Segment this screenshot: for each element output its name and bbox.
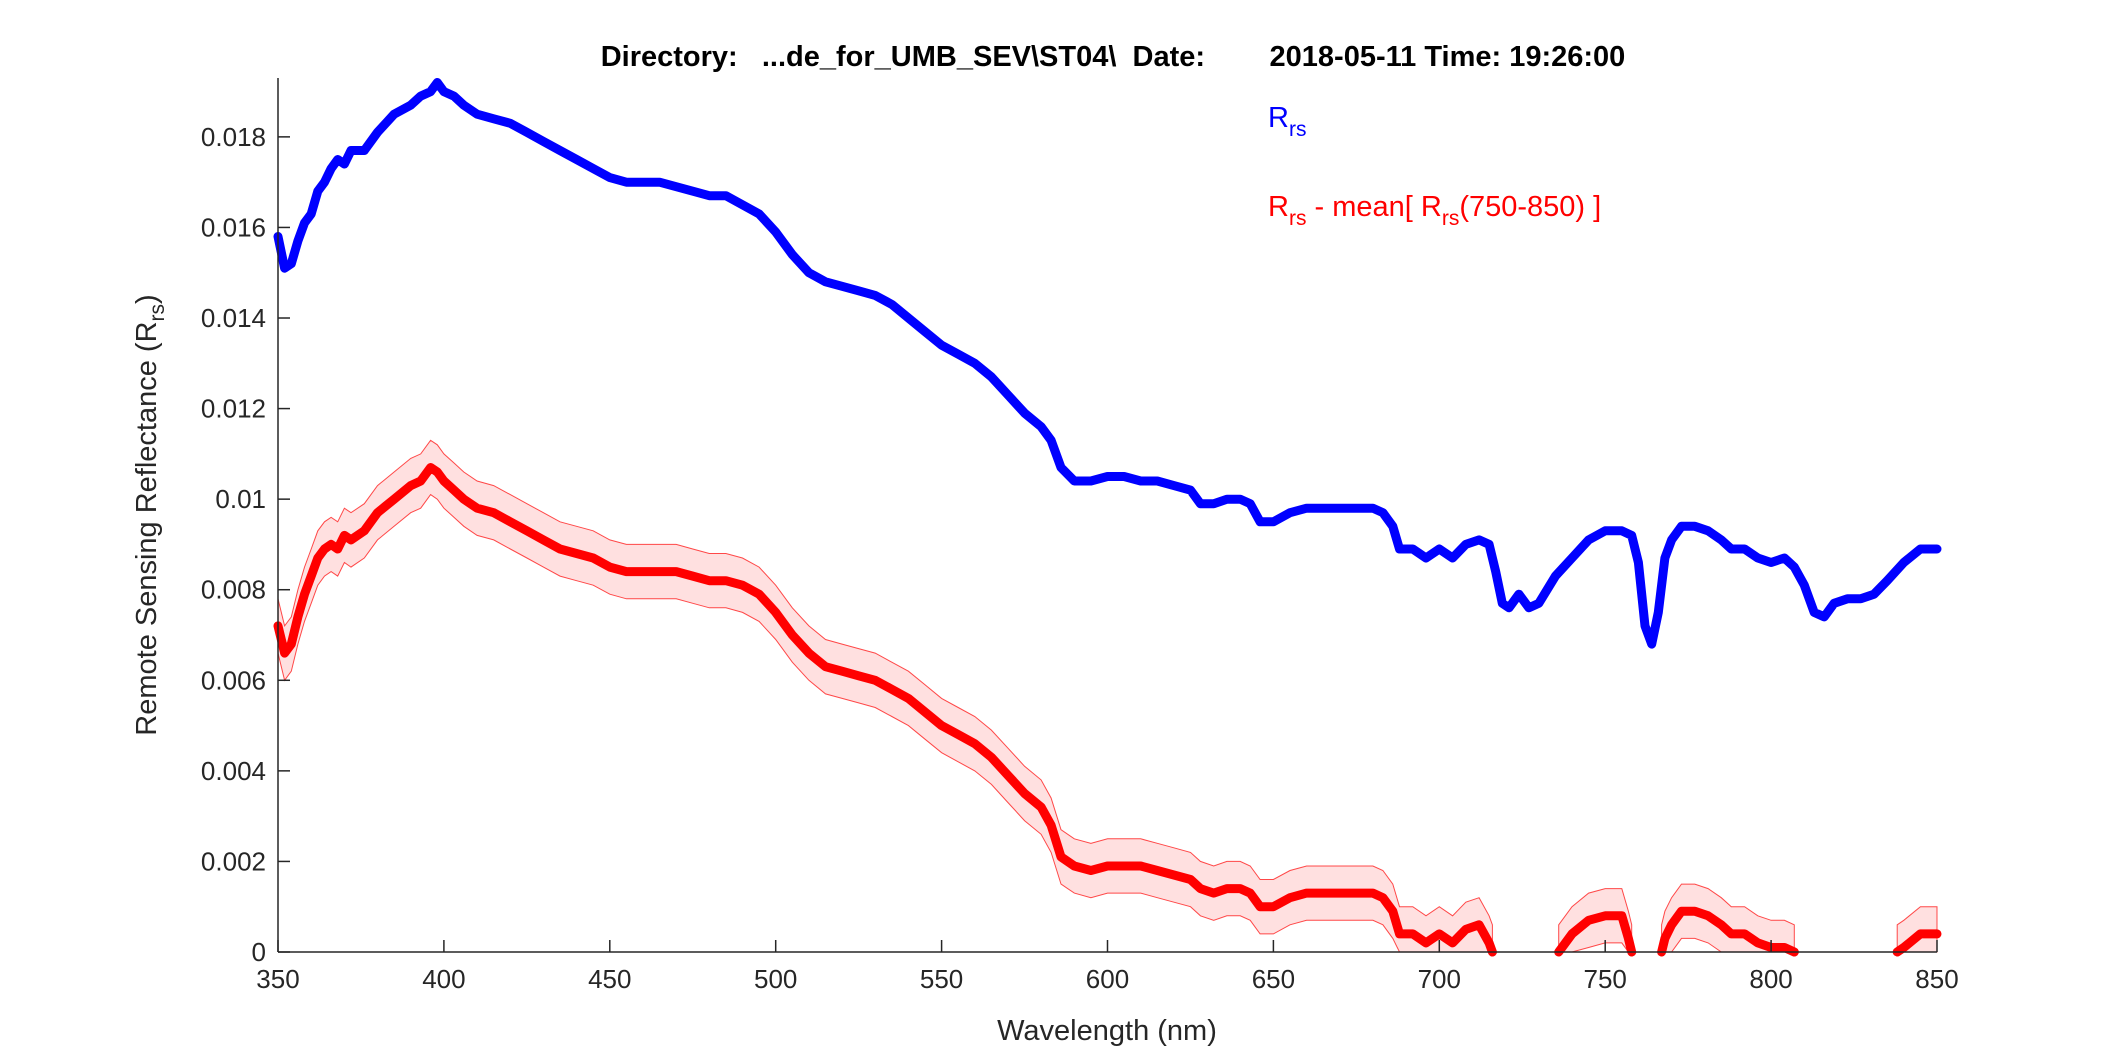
legend-entry-rrs-minus-mean: Rrs - mean[ Rrs(750-850) ] (1268, 191, 1601, 230)
x-tick-label: 700 (1418, 964, 1461, 994)
y-axis-label-main: Remote Sensing Reflectance (R (131, 321, 163, 735)
y-axis-ticks: 0 0.002 0.004 0.006 0.008 0.01 0.012 0.014 0.016… (201, 122, 290, 967)
x-tick-label: 600 (1086, 964, 1129, 994)
x-tick-label: 350 (256, 964, 299, 994)
x-tick-label: 450 (588, 964, 631, 994)
plot-area (273, 78, 1942, 957)
y-tick-label: 0.018 (201, 122, 266, 152)
y-tick-label: 0.012 (201, 394, 266, 424)
x-tick-label: 650 (1252, 964, 1295, 994)
chart-title: Directory: ...de_for_UMB_SEV\ST04\ Date:… (601, 41, 1626, 73)
series-line-rrs-minus-mean (1554, 911, 1637, 957)
series-line-rrs (273, 78, 1942, 649)
x-axis-ticks: 350 400 450 500 550 600 650 700 750 800 850 (256, 940, 1959, 994)
x-tick-label: 550 (920, 964, 963, 994)
y-tick-label: 0.01 (215, 484, 266, 514)
y-axis-label-sub: rs (146, 304, 169, 322)
y-axis-label-close: ) (131, 294, 163, 304)
y-tick-label: 0.002 (201, 846, 266, 876)
series-layer (273, 78, 1942, 957)
x-axis-label: Wavelength (nm) (997, 1015, 1217, 1047)
series-line-rrs-minus-mean (1892, 929, 1942, 957)
x-tick-label: 400 (422, 964, 465, 994)
y-tick-label: 0.008 (201, 575, 266, 605)
y-tick-label: 0.006 (201, 665, 266, 695)
y-axis-label: Remote Sensing Reflectance (Rrs) (131, 294, 169, 735)
y-tick-label: 0.016 (201, 212, 266, 242)
y-tick-label: 0.004 (201, 756, 266, 786)
x-tick-label: 750 (1584, 964, 1627, 994)
x-tick-label: 800 (1749, 964, 1792, 994)
uncertainty-band-layer (277, 439, 1938, 953)
uncertainty-band (277, 439, 1493, 953)
series-line-rrs-minus-mean (273, 463, 1497, 957)
legend: Rrs Rrs - mean[ Rrs(750-850) ] (1268, 102, 1601, 230)
x-tick-label: 850 (1915, 964, 1958, 994)
y-tick-label: 0.014 (201, 303, 266, 333)
y-tick-label: 0 (252, 937, 266, 967)
x-tick-label: 500 (754, 964, 797, 994)
legend-entry-rrs: Rrs (1268, 102, 1306, 141)
